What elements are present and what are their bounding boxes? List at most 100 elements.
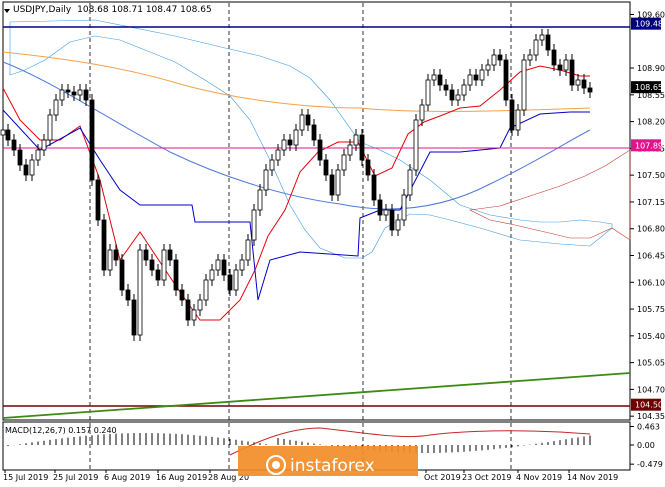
candle-body bbox=[569, 59, 575, 86]
macd-tick-label: -0.479 bbox=[637, 460, 663, 469]
macd-signal-line bbox=[229, 427, 591, 456]
candle-body bbox=[203, 279, 209, 301]
candle-body bbox=[77, 89, 83, 96]
cloud-bear-area bbox=[468, 149, 631, 241]
candle-body bbox=[275, 149, 281, 161]
candles-group bbox=[0, 29, 593, 341]
x-axis-label: Oct 2019 bbox=[424, 473, 461, 482]
candle-body bbox=[143, 249, 149, 261]
ohlc-values: 108.68 108.71 108.47 108.65 bbox=[77, 5, 212, 15]
candle-body bbox=[89, 99, 95, 181]
candle-body bbox=[479, 69, 485, 81]
price-tick-label: 107.15 bbox=[637, 198, 665, 207]
x-axis-label: 25 Jul 2019 bbox=[53, 473, 98, 482]
candle-body bbox=[305, 114, 311, 126]
candle-body bbox=[425, 79, 431, 106]
candle-body bbox=[341, 154, 347, 171]
candle-body bbox=[287, 139, 293, 146]
candle-body bbox=[401, 194, 407, 221]
candle-body bbox=[71, 91, 77, 96]
candle-body bbox=[575, 79, 581, 86]
watermark-text: instaforex bbox=[290, 456, 375, 476]
candle-body bbox=[323, 159, 329, 176]
candle-body bbox=[107, 249, 113, 271]
candle-body bbox=[311, 124, 317, 141]
x-axis-label: 14 Nov 2019 bbox=[567, 473, 618, 482]
candle-body bbox=[317, 139, 323, 161]
candle-body bbox=[449, 89, 455, 101]
price-tick-label: 109.60 bbox=[637, 10, 665, 19]
candle-body bbox=[293, 129, 299, 146]
dropdown-triangle-icon[interactable] bbox=[4, 9, 10, 13]
svg-text:USDJPY,Daily 108.68 108.71: USDJPY,Daily 108.68 108.71 108.47 108.65 bbox=[13, 5, 212, 15]
price-tick-label: 108.55 bbox=[637, 91, 665, 100]
ma-blue-line bbox=[2, 61, 591, 210]
x-axis: 15 Jul 2019 25 Jul 2019 6 Aug 2019 16 Aug 2… bbox=[3, 470, 618, 482]
candle-body bbox=[461, 84, 467, 96]
candle-body bbox=[545, 34, 551, 51]
candle-body bbox=[17, 149, 23, 166]
price-axis: 109.60108.90108.55108.20107.85107.50107.… bbox=[630, 10, 665, 421]
macd-tick-label: 0.00 bbox=[637, 441, 655, 450]
candle-body bbox=[527, 54, 533, 61]
candle-body bbox=[149, 259, 155, 271]
candle-body bbox=[155, 269, 161, 281]
candle-body bbox=[191, 309, 197, 321]
candle-body bbox=[227, 274, 233, 291]
candle-body bbox=[299, 114, 305, 131]
candle-body bbox=[209, 269, 215, 281]
candle-body bbox=[119, 259, 125, 291]
candle-body bbox=[131, 299, 137, 336]
price-tick-label: 105.75 bbox=[637, 305, 665, 314]
candle-body bbox=[587, 87, 593, 93]
candle-body bbox=[245, 239, 251, 261]
candle-body bbox=[377, 199, 383, 216]
candle-body bbox=[161, 249, 167, 281]
candle-body bbox=[383, 209, 389, 216]
x-axis-label: 6 Aug 2019 bbox=[104, 473, 150, 482]
macd-axis: 0.463 0.00 -0.479 bbox=[630, 422, 663, 469]
level-label-box bbox=[631, 81, 661, 94]
price-tick-label: 108.20 bbox=[637, 118, 665, 127]
candle-body bbox=[395, 219, 401, 231]
candle-body bbox=[497, 54, 503, 61]
candle-body bbox=[269, 159, 275, 171]
level-label-box bbox=[631, 139, 661, 152]
candle-body bbox=[473, 74, 479, 81]
price-tick-label: 104.70 bbox=[637, 385, 665, 394]
price-tick-label: 104.35 bbox=[637, 412, 665, 421]
candle-body bbox=[0, 129, 6, 136]
candle-body bbox=[359, 134, 365, 161]
candle-body bbox=[503, 59, 509, 101]
x-axis-label: 4 Nov 2019 bbox=[516, 473, 562, 482]
level-label-box bbox=[631, 398, 661, 411]
candle-body bbox=[215, 259, 221, 271]
candle-body bbox=[257, 189, 263, 211]
price-tick-label: 108.90 bbox=[637, 64, 665, 73]
candle-body bbox=[335, 169, 341, 196]
candle-body bbox=[407, 169, 413, 196]
candle-body bbox=[35, 149, 41, 161]
candle-body bbox=[5, 129, 11, 141]
candle-body bbox=[137, 249, 143, 336]
candle-body bbox=[539, 34, 545, 41]
candle-body bbox=[581, 79, 587, 89]
candle-body bbox=[557, 64, 563, 71]
candle-body bbox=[101, 219, 107, 271]
candle-body bbox=[173, 259, 179, 291]
candle-body bbox=[221, 259, 227, 276]
level-label: 109.48 bbox=[635, 20, 663, 29]
price-tick-label: 106.80 bbox=[637, 225, 665, 234]
candle-body bbox=[389, 209, 395, 231]
tenkan-line bbox=[2, 65, 590, 321]
candle-body bbox=[371, 174, 377, 201]
level-label: 107.89 bbox=[635, 141, 663, 150]
candle-body bbox=[263, 169, 269, 191]
level-label: 108.65 bbox=[635, 83, 663, 92]
candle-body bbox=[329, 174, 335, 196]
candle-body bbox=[485, 64, 491, 71]
candle-body bbox=[11, 139, 17, 151]
candle-body bbox=[353, 134, 359, 146]
candle-body bbox=[551, 49, 557, 66]
